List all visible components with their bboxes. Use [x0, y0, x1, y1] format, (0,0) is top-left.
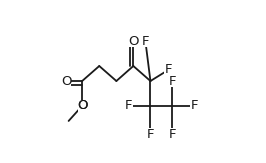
- FancyBboxPatch shape: [62, 75, 71, 87]
- FancyBboxPatch shape: [164, 64, 173, 76]
- FancyBboxPatch shape: [168, 75, 177, 87]
- Text: F: F: [191, 99, 199, 112]
- Text: F: F: [165, 63, 173, 76]
- FancyBboxPatch shape: [78, 100, 87, 112]
- FancyBboxPatch shape: [78, 100, 87, 112]
- Text: F: F: [147, 128, 154, 141]
- FancyBboxPatch shape: [146, 128, 155, 141]
- Text: O: O: [61, 74, 72, 88]
- Text: F: F: [142, 35, 149, 48]
- Text: O: O: [77, 99, 88, 112]
- Text: F: F: [168, 74, 176, 88]
- FancyBboxPatch shape: [129, 35, 138, 47]
- Text: O: O: [77, 99, 88, 112]
- FancyBboxPatch shape: [190, 100, 200, 112]
- FancyBboxPatch shape: [168, 128, 177, 141]
- FancyBboxPatch shape: [141, 35, 150, 47]
- Text: O: O: [128, 35, 139, 48]
- Text: F: F: [168, 128, 176, 141]
- Text: F: F: [124, 99, 132, 112]
- FancyBboxPatch shape: [124, 100, 132, 112]
